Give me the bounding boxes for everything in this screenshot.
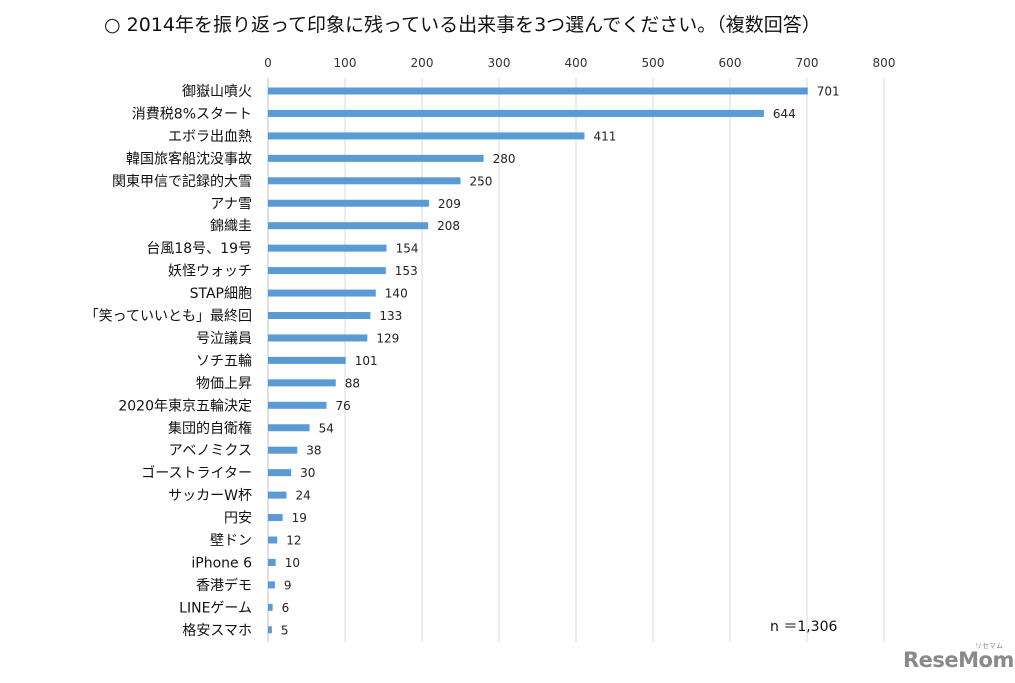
resemom-logo: ReseMom [903,648,1014,672]
x-tick-label: 300 [488,56,511,70]
category-label: LINEゲーム [179,600,252,616]
data-label: 154 [396,242,419,256]
bar-14 [268,379,336,387]
data-label: 250 [470,174,493,188]
bar-8 [268,244,387,252]
data-label: 19 [292,511,307,525]
data-label: 129 [376,331,399,345]
category-label: 御嶽山噴火 [182,84,252,100]
bar-3 [268,132,585,140]
bar-20 [268,514,283,522]
category-label: 香港デモ [196,577,252,594]
value-labels: 7016444112802502092081541531401331291018… [281,85,840,638]
data-label: 5 [281,623,289,637]
category-label: 円安 [224,511,252,527]
category-label: 号泣議員 [196,330,252,347]
category-label: ゴーストライター [141,465,252,482]
bar-16 [268,424,310,432]
data-label: 280 [493,152,516,166]
x-tick-label: 0 [264,56,272,70]
category-label: 錦織圭 [210,218,252,235]
data-label: 133 [379,309,402,323]
x-tick-label: 800 [873,56,896,70]
data-label: 12 [286,534,301,548]
category-label: 「笑っていいとも」最終回 [85,309,252,325]
bar-15 [268,401,327,409]
category-labels: 御嶽山噴火消費税8%スタートエボラ出血熱韓国旅客船沈没事故関東甲信で記録的大雪ア… [85,84,252,639]
bar-23 [268,581,275,589]
data-label: 24 [295,489,310,503]
data-label: 153 [395,264,418,278]
data-label: 76 [336,399,351,413]
bar-13 [268,356,346,364]
data-label: 208 [437,219,460,233]
x-tick-label: 200 [411,56,434,70]
bar-19 [268,491,287,499]
data-label: 209 [438,197,461,211]
category-label: 妖怪ウォッチ [168,264,252,280]
x-axis-ticks: 0 100 200 300 400 500 600 700 800 [264,56,895,70]
bar-9 [268,267,386,275]
sample-size-label: n ＝1,306 [770,619,838,635]
bar-6 [268,199,429,207]
bar-18 [268,469,292,477]
category-label: STAP細胞 [190,286,252,302]
bar-1 [268,87,808,95]
category-label: iPhone 6 [191,555,252,571]
category-label: 壁ドン [210,533,252,549]
bar-11 [268,312,371,319]
category-label: 格安スマホ [182,623,252,639]
data-label: 6 [282,601,290,615]
x-tick-label: 700 [796,56,819,70]
data-label: 10 [285,556,300,570]
bars [268,87,808,634]
x-tick-label: 500 [642,56,665,70]
data-label: 88 [345,376,360,390]
bar-21 [268,536,278,544]
bar-24 [268,603,273,611]
data-label: 644 [773,107,796,121]
bar-4 [268,154,484,162]
data-label: 140 [385,287,408,301]
data-label: 38 [306,444,321,458]
category-label: 韓国旅客船沈没事故 [126,150,252,167]
category-label: 消費税8%スタート [132,106,252,122]
data-label: 411 [593,129,616,143]
bar-12 [268,334,368,342]
category-label: 集団的自衛権 [168,420,252,437]
category-label: アベノミクス [169,443,252,459]
data-label: 54 [319,421,334,435]
category-label: エボラ出血熱 [168,129,252,145]
data-label: 30 [300,466,315,480]
data-label: 101 [355,354,378,368]
category-label: 物価上昇 [196,376,252,392]
x-tick-label: 400 [565,56,588,70]
category-label: アナ雪 [210,196,252,212]
bar-25 [268,626,272,634]
x-tick-label: 600 [719,56,742,70]
x-tick-label: 100 [334,56,357,70]
category-label: サッカーW杯 [168,488,252,504]
category-label: 関東甲信で記録的大雪 [112,173,252,190]
chart-title: ○ 2014年を振り返って印象に残っている出来事を3つ選んでください。（複数回答… [104,14,821,36]
category-label: ソチ五輪 [196,352,252,369]
category-label: 2020年東京五輪決定 [118,397,252,414]
bar-2 [268,109,764,117]
data-label: 701 [817,85,840,99]
bar-5 [268,177,461,185]
category-label: 台風18号、19号 [146,241,252,257]
bar-7 [268,222,429,230]
bar-10 [268,289,376,297]
bar-17 [268,446,298,454]
resemom-logo-subtext: リセマム [975,642,1003,650]
data-label: 9 [284,578,292,592]
bar-22 [268,558,276,566]
